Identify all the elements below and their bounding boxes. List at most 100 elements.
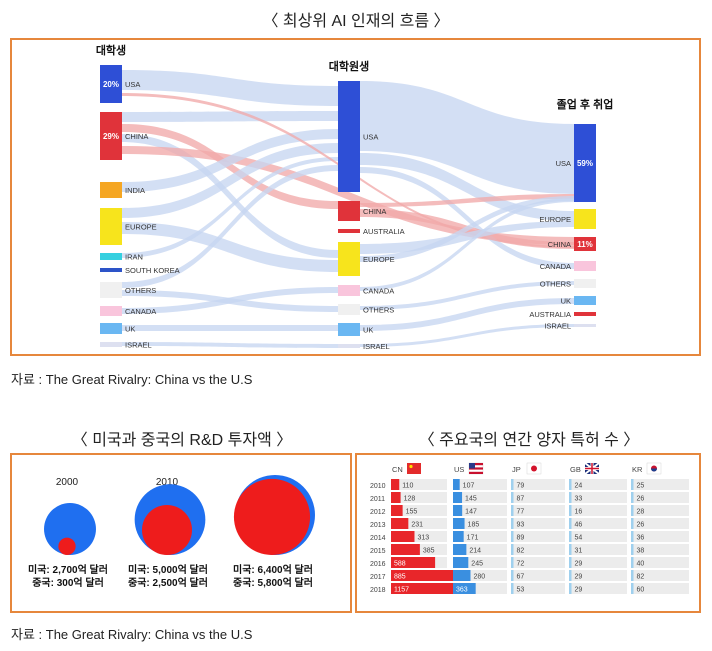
sankey-label-u_uk: UK <box>125 325 135 334</box>
sankey-label-w_aus: AUSTRALIA <box>529 310 571 319</box>
patent-value-GB-2016: 29 <box>575 561 583 568</box>
sankey-node-g_china <box>338 201 360 221</box>
sankey-node-u_india <box>100 182 122 198</box>
patent-cell-bg <box>453 492 507 503</box>
sankey-label-g_others: OTHERS <box>363 306 394 315</box>
patent-cell-bg <box>391 505 447 516</box>
sankey-flow <box>360 324 574 347</box>
patent-value-JP-2013: 93 <box>517 522 525 529</box>
patent-bar-CN <box>391 544 420 555</box>
patent-cell-bg <box>631 518 689 529</box>
flag-cn-star <box>409 464 413 469</box>
patent-col-US: US <box>454 465 464 474</box>
patent-cell-bg <box>453 583 507 594</box>
source-2: 자료 : The Great Rivalry: China vs the U.S <box>11 627 253 642</box>
rd-us-label-2020: 미국: 6,400억 달러 <box>233 563 313 576</box>
patent-value-JP-2017: 67 <box>517 574 525 581</box>
patent-value-KR-2012: 28 <box>637 509 645 516</box>
rd-cn-label-2000: 중국: 300억 달러 <box>32 576 104 589</box>
rd-cn-bubble-2010 <box>142 505 192 555</box>
sankey-label-w_china: CHINA <box>548 240 571 249</box>
sankey-node-g_usa <box>338 81 360 192</box>
sankey-label-u_iran: IRAN <box>125 253 143 262</box>
sankey-node-w_china <box>574 237 596 251</box>
sankey-flow <box>360 196 574 262</box>
patent-cell-bg <box>453 544 507 555</box>
sankey-label-g_canada: CANADA <box>363 287 394 296</box>
stage-title-undergrad: 대학생 <box>96 43 126 57</box>
patent-value-GB-2011: 33 <box>575 496 583 503</box>
patent-bar-GB <box>569 583 572 594</box>
flag-us-stripe <box>469 463 483 466</box>
sankey-node-u_uk <box>100 323 122 334</box>
patent-year-2015: 2015 <box>370 548 386 555</box>
patent-bar-GB <box>569 544 572 555</box>
sankey-flows <box>122 70 574 348</box>
patent-cell-bg <box>569 557 627 568</box>
patent-value-GB-2010: 24 <box>575 483 583 490</box>
patent-bar-US <box>453 544 467 555</box>
sankey-node-g_others <box>338 304 360 315</box>
patent-bar-GB <box>569 492 572 503</box>
sankey-label-g_europe: EUROPE <box>363 255 395 264</box>
patent-value-JP-2016: 72 <box>517 561 525 568</box>
flag-jp-disc <box>531 465 537 472</box>
patent-cell-bg <box>511 518 565 529</box>
sankey-node-u_korea <box>100 268 122 272</box>
patent-bar-CN <box>391 531 415 542</box>
sankey-node-w_israel <box>574 324 596 327</box>
sankey-flow <box>122 70 338 106</box>
sankey-label-u_others: OTHERS <box>125 286 156 295</box>
patent-bar-GB <box>569 570 572 581</box>
patent-cell-bg <box>453 557 507 568</box>
patent-value-US-2011: 145 <box>465 496 477 503</box>
patent-cell-bg <box>453 518 507 529</box>
sankey-label-u_israel: ISRAEL <box>125 341 152 350</box>
sankey-flow <box>122 134 338 258</box>
patent-cell-bg <box>631 479 689 490</box>
patent-bar-KR <box>631 531 634 542</box>
sankey-flow <box>360 167 574 269</box>
sankey-label-u_india: INDIA <box>125 186 145 195</box>
flag-cn-icon <box>407 463 421 474</box>
patent-value-GB-2015: 31 <box>575 548 583 555</box>
sankey-flow <box>122 124 338 209</box>
patent-cell-bg <box>631 583 689 594</box>
patent-value-KR-2011: 26 <box>637 496 645 503</box>
patent-bar-US <box>453 505 463 516</box>
sankey-flow <box>122 129 338 192</box>
sankey-label-g_aus: AUSTRALIA <box>363 227 405 236</box>
patent-bar-CN <box>391 557 436 568</box>
patent-bar-US <box>453 518 465 529</box>
patent-value-KR-2017: 82 <box>637 574 645 581</box>
sankey-label-u_canada: CANADA <box>125 307 156 316</box>
patent-bar-CN <box>391 570 458 581</box>
flag-us-canton <box>469 463 475 469</box>
patent-bar-US <box>453 492 463 503</box>
patent-value-JP-2012: 77 <box>517 509 525 516</box>
patent-value-US-2015: 214 <box>469 548 481 555</box>
sankey-label-u_korea: SOUTH KOREA <box>125 266 180 275</box>
rd-us-label-2010: 미국: 5,000억 달러 <box>128 563 208 576</box>
sankey-share-w_china: 11% <box>577 240 593 249</box>
patent-cell-bg <box>631 492 689 503</box>
sankey-node-g_canada <box>338 285 360 296</box>
sankey-node-u_others <box>100 282 122 298</box>
patent-cell-bg <box>453 570 507 581</box>
patent-value-JP-2010: 79 <box>517 483 525 490</box>
patent-bar-KR <box>631 505 634 516</box>
patent-bar-JP <box>511 570 514 581</box>
patent-cell-bg <box>511 570 565 581</box>
patent-bar-GB <box>569 557 572 568</box>
patent-bar-KR <box>631 544 634 555</box>
patent-value-US-2014: 171 <box>467 535 479 542</box>
sankey-share-u_usa: 20% <box>103 80 119 89</box>
patent-value-JP-2015: 82 <box>517 548 525 555</box>
patent-cell-bg <box>631 557 689 568</box>
patent-bar-GB <box>569 479 572 490</box>
sankey-label-g_uk: UK <box>363 326 373 335</box>
patent-value-KR-2014: 36 <box>637 535 645 542</box>
patent-value-US-2017: 280 <box>473 574 485 581</box>
patent-cell-bg <box>511 544 565 555</box>
sankey-node-w_others <box>574 279 596 288</box>
